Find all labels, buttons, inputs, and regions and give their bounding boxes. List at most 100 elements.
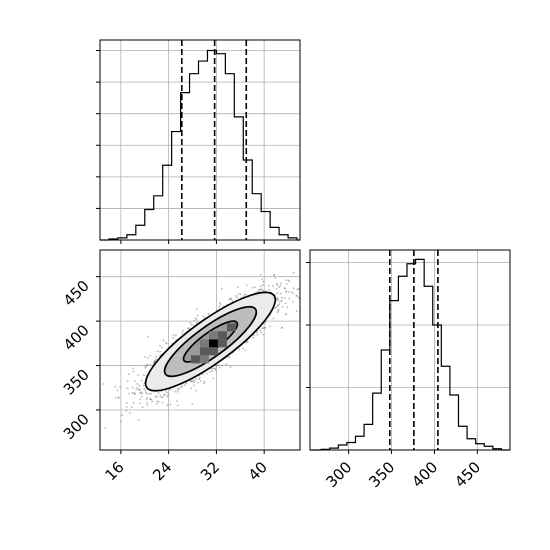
right-x-tick-label: 450 xyxy=(451,458,484,491)
sample-point xyxy=(157,392,160,394)
sample-point xyxy=(116,389,119,392)
joint-y-tick-label: 300 xyxy=(60,410,93,443)
sample-point xyxy=(131,406,133,408)
sample-point xyxy=(275,306,277,309)
sample-point xyxy=(143,356,146,359)
sample-point xyxy=(175,334,177,337)
sample-point xyxy=(166,395,169,398)
sample-point xyxy=(237,292,240,295)
sample-point xyxy=(191,403,194,405)
sample-point xyxy=(296,288,299,291)
sample-point xyxy=(193,379,196,382)
sample-point xyxy=(275,287,278,290)
sample-point xyxy=(165,341,167,344)
sample-point xyxy=(285,279,287,281)
sample-point xyxy=(161,396,164,399)
sample-point xyxy=(166,404,169,406)
sample-point xyxy=(279,284,282,287)
sample-point xyxy=(136,386,139,389)
sample-point xyxy=(278,301,281,304)
sample-point xyxy=(121,414,124,417)
density-cell xyxy=(190,355,200,364)
sample-point xyxy=(189,380,192,383)
sample-point xyxy=(245,341,248,344)
sample-point xyxy=(146,402,148,405)
sample-point xyxy=(162,339,165,342)
panel-marginal-x xyxy=(96,39,301,244)
sample-point xyxy=(281,306,284,308)
sample-point xyxy=(277,305,279,307)
sample-point xyxy=(211,369,214,372)
sample-point xyxy=(137,373,139,376)
sample-point xyxy=(274,276,276,279)
sample-point xyxy=(277,299,280,302)
density-cell xyxy=(226,323,236,332)
sample-point xyxy=(145,365,148,368)
sample-point xyxy=(210,367,213,370)
sample-point xyxy=(179,386,181,389)
sample-point xyxy=(218,366,221,369)
sample-point xyxy=(292,300,294,303)
sample-point xyxy=(145,391,147,394)
sample-point xyxy=(149,364,152,366)
sample-point xyxy=(252,336,255,339)
sample-point xyxy=(230,298,233,301)
sample-point xyxy=(185,382,188,385)
sample-point xyxy=(128,412,131,414)
sample-point xyxy=(137,388,140,391)
sample-point xyxy=(219,301,221,304)
sample-point xyxy=(284,302,287,305)
sample-point xyxy=(119,385,122,388)
sample-point xyxy=(156,396,158,398)
sample-point xyxy=(180,385,183,388)
sample-point xyxy=(291,291,293,294)
sample-point xyxy=(159,394,162,397)
joint-y-tick-label: 350 xyxy=(60,366,93,399)
sample-point xyxy=(214,369,217,372)
sample-point xyxy=(188,327,191,330)
sample-point xyxy=(297,296,300,299)
sample-point xyxy=(148,392,151,395)
joint-y-ticks: 300 350 400 450 xyxy=(60,276,100,443)
sample-point xyxy=(169,403,172,406)
sample-point xyxy=(176,404,179,407)
sample-point xyxy=(126,402,128,404)
sample-point xyxy=(201,373,204,376)
right-x-tick-label: 300 xyxy=(322,458,355,491)
sample-point xyxy=(235,294,237,297)
sample-point xyxy=(239,293,242,296)
sample-point xyxy=(260,285,262,288)
sample-point xyxy=(128,392,130,395)
sample-point xyxy=(143,364,146,367)
joint-y-tick-label: 400 xyxy=(60,321,93,354)
density-cell xyxy=(199,339,209,348)
top-histogram-step xyxy=(100,49,300,241)
sample-point xyxy=(161,346,164,349)
sample-point xyxy=(198,376,201,379)
sample-point xyxy=(314,286,316,288)
sample-point xyxy=(259,273,262,276)
sample-point xyxy=(193,381,196,383)
sample-point xyxy=(131,386,134,389)
sample-point xyxy=(131,391,134,394)
sample-point xyxy=(292,292,295,295)
sample-point xyxy=(143,374,145,377)
sample-point xyxy=(251,286,254,289)
sample-point xyxy=(145,398,148,401)
sample-point xyxy=(262,289,265,292)
sample-point xyxy=(272,285,274,287)
top-grid xyxy=(100,40,300,240)
sample-point xyxy=(278,303,280,306)
sample-point xyxy=(285,283,288,285)
joint-x-tick-label: 16 xyxy=(101,458,127,484)
sample-point xyxy=(283,297,286,299)
sample-point xyxy=(157,400,160,403)
sample-point xyxy=(135,388,138,391)
right-x-tick-label: 350 xyxy=(365,458,398,491)
sample-point xyxy=(242,347,244,350)
sample-point xyxy=(146,336,149,338)
sample-point xyxy=(281,326,284,329)
sample-point xyxy=(138,384,141,387)
sample-point xyxy=(102,383,105,385)
sample-point xyxy=(260,331,263,334)
